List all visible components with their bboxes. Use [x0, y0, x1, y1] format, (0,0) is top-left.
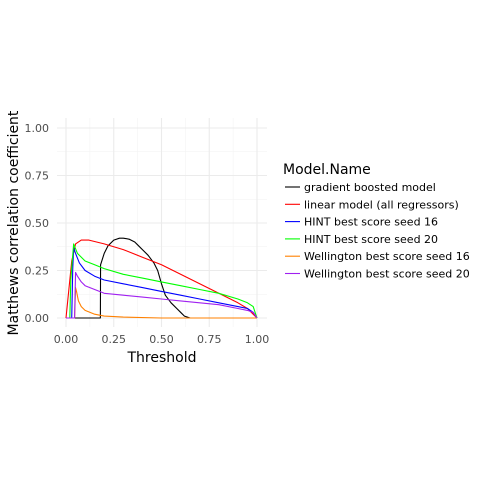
legend-title: Model.Name [283, 162, 371, 178]
legend-items: gradient boosted model linear model (all … [285, 181, 470, 281]
legend-label-gradient-boosted-model: gradient boosted model [304, 181, 436, 194]
x-tick-label: 1.00 [245, 333, 270, 346]
x-tick-label: 0.00 [54, 333, 79, 346]
legend-label-hint-best-score-seed-20: HINT best score seed 20 [304, 233, 438, 246]
grid [57, 118, 267, 327]
y-tick-label: 1.00 [25, 122, 50, 135]
y-axis-ticks: 0.00 0.25 0.50 0.75 1.00 [25, 122, 50, 325]
series-line-linear-model-all-regressors [65, 239, 258, 319]
series-lines [65, 237, 258, 319]
legend-label-wellington-best-score-seed-16: Wellington best score seed 16 [304, 250, 470, 263]
y-tick-label: 0.00 [25, 312, 50, 325]
x-axis-title: Threshold [127, 350, 197, 366]
x-axis-ticks: 0.00 0.25 0.50 0.75 1.00 [54, 333, 270, 346]
legend-label-linear-model-all-regressors: linear model (all regressors) [304, 198, 459, 211]
series-line-wellington-best-score-seed-20 [66, 271, 258, 319]
y-axis-title: Matthews correlation coefficient [6, 110, 22, 335]
y-tick-label: 0.75 [25, 170, 50, 183]
x-tick-label: 0.25 [102, 333, 127, 346]
legend: Model.Name gradient boosted model linear … [283, 162, 470, 281]
y-tick-label: 0.50 [25, 217, 50, 230]
legend-label-hint-best-score-seed-16: HINT best score seed 16 [304, 216, 438, 229]
x-tick-label: 0.50 [149, 333, 174, 346]
y-tick-label: 0.25 [25, 265, 50, 278]
series-line-gradient-boosted-model [66, 237, 257, 319]
legend-label-wellington-best-score-seed-20: Wellington best score seed 20 [304, 268, 470, 281]
x-tick-label: 0.75 [197, 333, 222, 346]
series-line-hint-best-score-seed-20 [66, 243, 258, 319]
